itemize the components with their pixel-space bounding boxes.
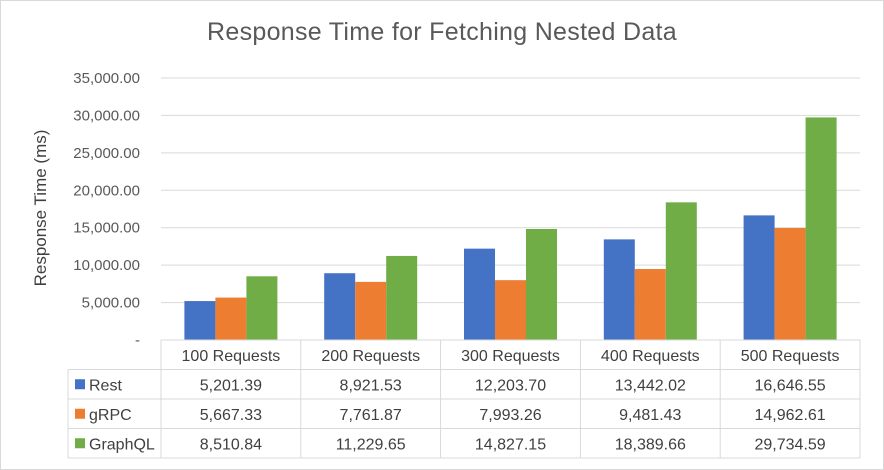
bar-grpc: [495, 280, 526, 340]
data-table-value: 29,734.59: [755, 436, 826, 453]
legend-label: gRPC: [89, 407, 132, 424]
bar-grpc: [355, 281, 387, 340]
data-table-value: 8,510.84: [200, 436, 262, 453]
data-table-value: 8,921.53: [340, 377, 402, 394]
bar-graphql: [386, 255, 418, 340]
data-table-value: 5,201.39: [200, 377, 262, 394]
data-table-value: 12,203.70: [475, 377, 546, 394]
legend-key-rest: [75, 379, 85, 390]
data-table-value: 14,827.15: [475, 436, 546, 453]
y-tick-label: 5,000.00: [82, 295, 140, 312]
legend-key-grpc: [75, 408, 85, 419]
bar-rest: [743, 215, 775, 340]
bar-rest: [184, 301, 216, 340]
category-label: 200 Requests: [321, 348, 420, 365]
data-table-value: 11,229.65: [336, 436, 406, 453]
legend-label: GraphQL: [89, 436, 155, 453]
bar-grpc: [774, 227, 806, 340]
category-label: 400 Requests: [601, 348, 700, 365]
category-label: 100 Requests: [182, 348, 281, 365]
data-table-value: 9,481.43: [619, 407, 681, 424]
bar-rest: [603, 239, 635, 340]
bar-graphql: [805, 117, 837, 341]
bar-graphql: [246, 276, 278, 340]
bar-rest: [464, 248, 495, 340]
chart-title: Response Time for Fetching Nested Data: [207, 18, 677, 46]
bar-grpc: [634, 269, 666, 340]
data-table-value: 7,993.26: [479, 407, 541, 424]
bar-rest: [324, 273, 356, 340]
y-tick-label: 35,000.00: [73, 70, 140, 87]
legend-label: Rest: [89, 377, 122, 394]
category-label: 300 Requests: [461, 348, 560, 365]
data-table-value: 14,962.61: [755, 407, 826, 424]
y-tick-label: 15,000.00: [73, 220, 140, 237]
bar-graphql: [526, 229, 557, 340]
data-table-value: 7,761.87: [340, 407, 402, 424]
y-tick-label: 30,000.00: [73, 107, 140, 124]
bar-graphql: [665, 202, 697, 340]
data-table-value: 16,646.55: [755, 377, 826, 394]
data-table-value: 5,667.33: [200, 407, 262, 424]
y-tick-label: -: [135, 332, 140, 349]
y-tick-label: 25,000.00: [73, 145, 140, 162]
bar-grpc: [215, 297, 247, 340]
legend-key-graphql: [75, 438, 85, 449]
category-label: 500 Requests: [741, 348, 840, 365]
y-tick-label: 20,000.00: [73, 182, 140, 199]
data-table-value: 18,389.66: [615, 436, 686, 453]
y-tick-label: 10,000.00: [73, 257, 140, 274]
data-table-value: 13,442.02: [615, 377, 686, 394]
